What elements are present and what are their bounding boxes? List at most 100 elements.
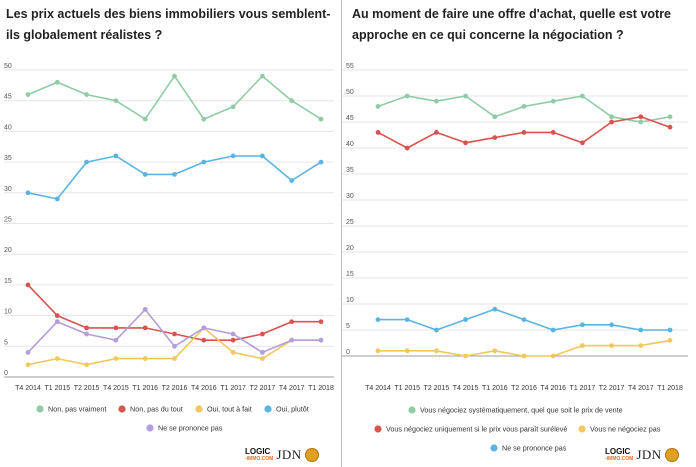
x-tick-label: T2 2016 <box>511 385 537 392</box>
left-line-chart: 0 5 10 15 20 25 30 35 40 45 50 T4 2014 T1 2015 T2 201… <box>4 63 334 433</box>
data-point <box>113 153 119 159</box>
data-point <box>289 178 295 183</box>
series-line <box>27 75 322 120</box>
y-tick-label: 20 <box>4 247 12 254</box>
x-tick-label: T1 2015 <box>394 385 420 392</box>
data-point <box>172 331 177 337</box>
logo-logic-text: LOGIC <box>245 447 271 456</box>
x-tick-label: T1 2016 <box>482 385 508 392</box>
x-tick-label: T4 2014 <box>365 385 391 392</box>
legend-label: Vous ne négociez pas <box>590 425 661 434</box>
data-point <box>434 130 439 135</box>
right-line-chart: 0 5 10 15 20 25 30 35 40 45 50 55 T4 2014 T1 2015 T2 2… <box>342 63 688 453</box>
x-tick-label: T2 2017 <box>250 385 276 392</box>
chart-title: Les prix actuels des biens immobiliers v… <box>6 7 331 42</box>
data-point <box>580 322 585 328</box>
data-point <box>609 322 614 328</box>
data-point <box>260 73 265 79</box>
data-point <box>113 356 119 361</box>
data-point <box>492 306 498 312</box>
data-point <box>463 353 468 359</box>
data-point <box>434 348 439 354</box>
data-point <box>142 356 148 361</box>
x-tick-label: T4 2015 <box>103 385 129 392</box>
data-point <box>550 130 556 135</box>
y-tick-label: 35 <box>4 155 12 162</box>
data-point <box>54 356 60 361</box>
data-point <box>142 325 148 331</box>
footer-logos-right: LOGIC -IMMO.COM JDN <box>605 447 679 463</box>
data-point <box>609 343 614 348</box>
data-point <box>492 135 498 141</box>
legend-label: Oui, plutôt <box>276 405 309 414</box>
data-point <box>318 159 324 165</box>
y-tick-label: 30 <box>346 193 354 200</box>
data-point <box>230 331 236 337</box>
x-tick-label: T1 2017 <box>570 385 596 392</box>
legend-marker <box>195 405 203 413</box>
data-point <box>521 104 527 109</box>
data-point <box>667 124 673 130</box>
data-point <box>54 319 60 325</box>
data-point <box>289 319 295 325</box>
x-tick-label: T2 2015 <box>424 385 450 392</box>
y-tick-label: 20 <box>346 245 354 252</box>
data-point <box>492 114 498 120</box>
chart-title: Au moment de faire une offre d'achat, qu… <box>352 7 672 42</box>
legend-marker <box>118 405 126 413</box>
logo-immo-text: -IMMO.COM <box>245 456 274 462</box>
data-point <box>580 140 585 146</box>
data-point <box>404 348 410 354</box>
data-point <box>638 119 644 125</box>
y-tick-label: 50 <box>4 63 12 70</box>
data-point <box>260 153 265 159</box>
x-tick-label: T1 2017 <box>220 385 246 392</box>
y-tick-label: 45 <box>346 115 354 122</box>
data-point <box>580 343 585 348</box>
legend-marker <box>374 425 382 433</box>
data-point <box>550 98 556 104</box>
data-point <box>550 353 556 359</box>
data-point <box>172 171 177 177</box>
data-point <box>25 190 31 196</box>
x-tick-label: T2 2016 <box>162 385 188 392</box>
data-point <box>54 79 60 85</box>
x-tick-label: T2 2017 <box>599 385 625 392</box>
data-point <box>142 307 148 312</box>
data-point <box>230 104 236 110</box>
x-tick-label: T2 2015 <box>74 385 100 392</box>
series-line <box>377 95 671 123</box>
y-tick-label: 0 <box>346 349 350 356</box>
data-point <box>521 317 527 322</box>
data-point <box>142 171 148 177</box>
data-point <box>580 93 585 99</box>
data-point <box>434 327 439 333</box>
x-tick-label: T1 2018 <box>657 385 683 392</box>
data-point <box>375 317 381 322</box>
legend-marker <box>264 405 272 413</box>
right-chart-panel: Au moment de faire une offre d'achat, qu… <box>342 0 696 467</box>
data-point <box>54 196 60 202</box>
x-tick-label: T4 2017 <box>628 385 654 392</box>
x-tick-label: T4 2017 <box>279 385 305 392</box>
jdn-logo: JDN <box>276 447 302 462</box>
data-point <box>638 327 644 333</box>
data-point <box>318 337 324 343</box>
seal-icon <box>304 448 319 462</box>
data-point <box>667 114 673 120</box>
data-point <box>113 337 119 343</box>
y-tick-label: 15 <box>4 278 12 285</box>
data-point <box>84 92 89 97</box>
legend-label: Ne se prononce pas <box>502 444 567 453</box>
data-point <box>25 282 31 288</box>
data-point <box>201 325 207 331</box>
panel-divider <box>341 0 342 467</box>
legend-label: Vous négociez systématiquement, quel que… <box>420 406 623 415</box>
legend-marker <box>578 425 586 433</box>
data-point <box>84 159 89 165</box>
y-tick-label: 55 <box>346 63 354 70</box>
data-point <box>375 130 381 135</box>
logic-immo-logo: LOGIC -IMMO.COM <box>245 447 274 463</box>
data-point <box>609 119 614 125</box>
data-point <box>25 92 31 97</box>
